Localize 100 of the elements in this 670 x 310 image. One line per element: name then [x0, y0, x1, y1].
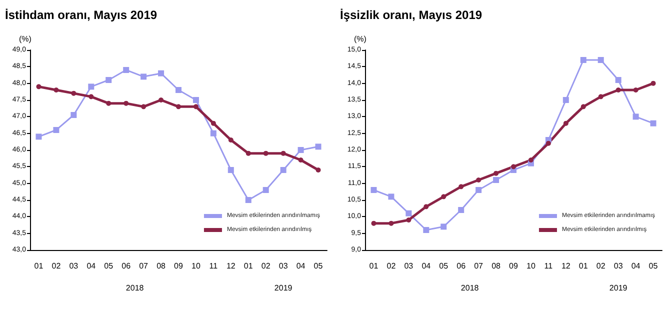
point [262, 187, 269, 193]
x-tick-label: 05 [104, 262, 114, 270]
x-tick-label: 01 [34, 262, 44, 270]
point [406, 210, 412, 216]
y-axis-title: (%) [354, 34, 367, 44]
point [528, 158, 534, 162]
point [106, 100, 112, 106]
x-tick-label: 06 [122, 262, 132, 270]
point [580, 57, 586, 63]
point [124, 100, 129, 106]
x-tick-label: 03 [69, 262, 79, 270]
point [440, 224, 447, 230]
point [141, 104, 146, 110]
text: 2018 [460, 284, 480, 292]
point [176, 104, 181, 110]
point [563, 120, 568, 126]
x-tick-label: 01 [244, 262, 254, 270]
x-tick-label: 10 [192, 262, 201, 270]
chart-title: İşsizlik oranı, Mayıs 2019 [340, 8, 482, 22]
x-tick-label: 12 [226, 262, 236, 270]
point [228, 167, 234, 173]
point [493, 177, 500, 183]
x-tick-label: 01 [369, 262, 379, 270]
point [263, 150, 268, 156]
point [245, 197, 252, 203]
x-tick-label: 09 [174, 262, 184, 270]
x-tick-label: 01 [578, 262, 588, 270]
x-tick-label: 02 [596, 262, 606, 270]
x-tick-label: 03 [404, 262, 414, 270]
x-tick-label: 02 [52, 262, 62, 270]
point [546, 140, 551, 146]
point [580, 104, 586, 110]
point [562, 97, 569, 103]
point [424, 204, 429, 210]
point [140, 74, 147, 80]
x-tick-label: 12 [561, 262, 571, 270]
x-tick-label: 10 [526, 262, 536, 270]
x-tick-label: 05 [439, 262, 449, 270]
point [388, 220, 394, 226]
x-tick-label: 11 [209, 262, 218, 270]
point [423, 227, 430, 233]
point [615, 77, 622, 83]
point [388, 194, 394, 200]
point [598, 57, 604, 63]
chart-title: İstihdam oranı, Mayıs 2019 [5, 8, 158, 22]
point [458, 184, 464, 190]
point [53, 127, 60, 133]
point [316, 168, 321, 172]
point [476, 178, 482, 182]
point [54, 88, 59, 92]
point [370, 187, 377, 193]
x-tick-label: 07 [139, 262, 149, 270]
point [406, 218, 412, 222]
point [632, 114, 639, 120]
point [71, 90, 76, 96]
point [123, 67, 130, 73]
x-tick-label: 07 [474, 262, 484, 270]
x-tick-label: 02 [386, 262, 396, 270]
point [298, 147, 304, 153]
x-tick-label: 04 [296, 262, 306, 270]
x-tick-label: 04 [86, 262, 96, 270]
point [280, 150, 286, 156]
x-tick-label: 09 [509, 262, 518, 270]
x-tick-label: 08 [492, 262, 502, 270]
x-tick-label: 06 [456, 262, 466, 270]
point [441, 194, 446, 200]
point [511, 164, 516, 170]
point [158, 98, 164, 102]
x-tick-label: 04 [631, 262, 641, 270]
point [476, 187, 482, 193]
point [228, 138, 234, 142]
text: 2019 [609, 284, 628, 292]
point [158, 70, 164, 76]
x-tick-label: 08 [156, 262, 166, 270]
point [633, 88, 638, 92]
point [298, 158, 304, 162]
point [371, 220, 376, 226]
point [598, 94, 604, 100]
point [88, 84, 94, 90]
point [650, 120, 656, 126]
point [458, 207, 464, 213]
x-tick-label: 05 [314, 262, 324, 270]
point [616, 88, 621, 92]
point [193, 104, 198, 110]
point [36, 134, 42, 140]
point [106, 77, 112, 83]
x-tick-label: 04 [422, 262, 432, 270]
text: 2019 [274, 284, 293, 292]
text: 2018 [126, 284, 144, 292]
point [246, 150, 251, 156]
x-tick-label: 11 [544, 262, 554, 270]
x-tick-label: 02 [261, 262, 271, 270]
x-tick-label: 03 [278, 262, 288, 270]
point [650, 80, 656, 86]
point [494, 170, 499, 176]
x-tick-label: 03 [614, 262, 624, 270]
point [88, 94, 94, 100]
point [36, 84, 42, 90]
point [315, 144, 322, 150]
point [280, 167, 286, 173]
